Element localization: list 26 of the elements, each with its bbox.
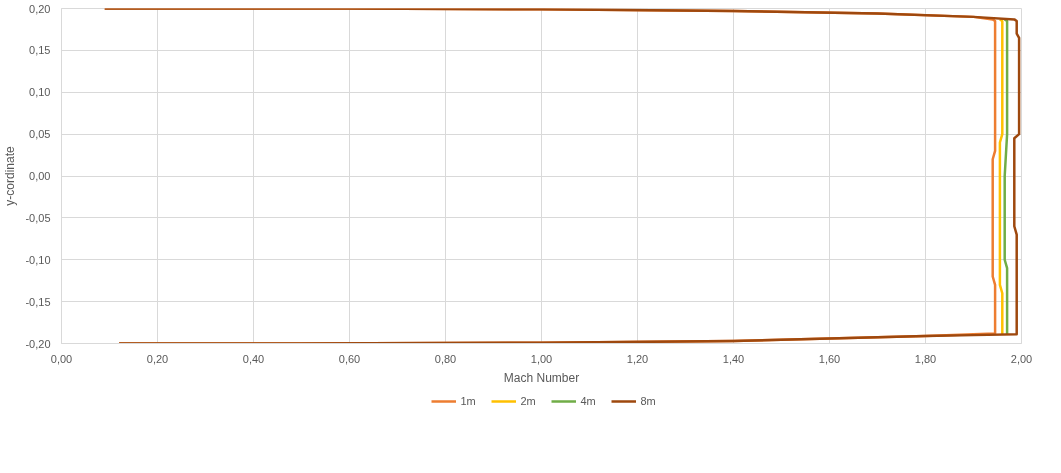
y-tick-label: -0,10 xyxy=(25,253,51,266)
y-tick-label: -0,05 xyxy=(25,211,51,224)
x-tick-label: 1,80 xyxy=(914,352,937,365)
y-axis-title: y-cordinate xyxy=(3,145,18,206)
legend-label: 8m xyxy=(640,395,657,407)
y-tick-label: -0,15 xyxy=(25,295,51,308)
y-tick-label: 0,15 xyxy=(29,44,51,57)
x-tick-label: 1,40 xyxy=(722,352,745,365)
x-tick-label: 0,40 xyxy=(242,352,265,365)
x-tick-label: 0,80 xyxy=(434,352,457,365)
y-tick-label: 0,05 xyxy=(29,128,51,141)
y-tick-label: -0,20 xyxy=(25,337,51,350)
x-tick-label: 0,60 xyxy=(338,352,361,365)
y-tick-label: 0,00 xyxy=(29,170,51,182)
legend-label: 2m xyxy=(520,395,537,407)
y-tick-label: 0,10 xyxy=(29,86,51,99)
x-tick-label: 2,00 xyxy=(1010,352,1033,365)
x-tick-label: 1,00 xyxy=(530,352,553,365)
x-tick-label: 0,00 xyxy=(50,352,73,365)
legend-label: 1m xyxy=(460,395,477,407)
x-tick-label: 1,60 xyxy=(818,352,841,365)
x-axis-title: Mach Number xyxy=(503,370,580,385)
y-tick-label: 0,20 xyxy=(29,2,51,15)
legend-label: 4m xyxy=(580,395,597,407)
x-tick-label: 1,20 xyxy=(626,352,649,365)
x-tick-label: 0,20 xyxy=(146,352,169,365)
